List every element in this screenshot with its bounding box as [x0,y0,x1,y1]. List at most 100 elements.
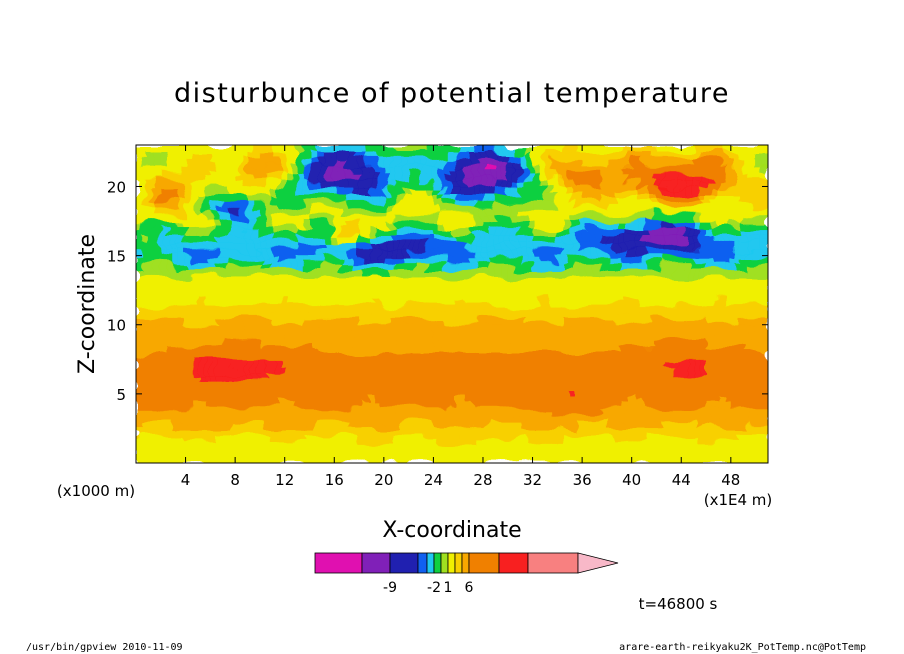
field-cell [266,380,273,388]
field-cell [278,428,286,436]
field-cell [253,435,261,443]
field-cell [513,421,521,430]
field-cell [737,241,744,250]
field-cell [408,310,416,319]
field-cell [501,297,509,305]
field-cell [594,331,602,340]
field-cell [755,345,763,353]
field-cell [179,200,187,208]
field-cell [495,262,503,271]
field-cell [675,400,682,409]
field-cell [290,414,298,423]
field-cell [427,241,435,250]
field-cell [321,158,329,167]
field-cell [718,145,726,153]
field-cell [575,283,583,291]
field-cell [396,304,404,312]
field-cell [693,407,701,416]
field-cell [532,393,540,402]
field-cell [588,248,596,257]
field-cell [290,276,298,284]
field-cell [266,200,273,208]
field-cell [259,400,267,409]
field-cell [390,393,397,402]
field-cell [390,234,397,243]
field-cell [706,331,713,340]
field-cell [743,304,751,312]
field-cell [359,449,366,457]
field-cell [482,186,490,194]
field-cell [575,310,583,319]
field-cell [532,297,540,305]
field-cell [675,345,682,353]
field-cell [761,421,768,430]
field-cell [352,158,360,167]
field-cell [513,214,521,222]
field-cell [408,255,416,264]
field-cell [321,269,329,277]
field-cell [501,158,509,167]
field-cell [445,400,453,409]
field-cell [247,380,255,388]
field-cell [315,186,323,194]
field-cell [575,207,583,215]
field-cell [346,255,354,264]
field-cell [160,359,168,367]
field-cell [439,172,447,181]
field-cell [421,449,428,457]
field-cell [482,366,490,374]
field-cell [321,373,329,381]
field-cell [142,179,149,188]
field-cell [644,221,651,229]
field-cell [470,331,478,340]
field-cell [191,186,199,194]
field-cell [637,380,645,388]
field-cell [402,393,410,402]
field-cell [253,186,261,194]
field-cell [458,186,465,194]
field-cell [452,414,459,423]
field-cell [191,373,199,381]
field-cell [439,400,447,409]
field-cell [476,407,484,416]
field-cell [365,290,373,298]
field-cell [228,442,236,450]
field-cell [216,366,224,374]
field-cell [340,421,348,430]
field-cell [309,407,317,416]
field-cell [582,352,589,360]
field-cell [346,186,354,194]
field-cell [309,241,317,250]
field-cell [464,352,472,360]
field-cell [309,428,317,436]
field-cell [656,359,664,367]
field-cell [148,352,156,360]
field-cell [148,179,156,188]
field-cell [743,193,751,201]
field-cell [427,380,435,388]
field-cell [538,207,546,215]
field-cell [197,207,205,215]
field-cell [315,234,323,243]
field-cell [712,234,720,243]
field-cell [179,435,187,443]
field-cell [526,310,534,319]
field-cell [563,269,571,277]
field-cell [433,186,441,194]
field-cell [303,359,311,367]
field-cell [427,393,435,402]
field-cell [414,207,422,215]
field-cell [563,345,571,353]
field-cell [315,352,323,360]
field-cell [693,400,701,409]
field-cell [136,373,143,381]
field-cell [359,227,366,236]
field-cell [557,207,565,215]
field-cell [166,380,174,388]
field-cell [210,234,218,243]
field-cell [290,352,298,360]
field-cell [402,269,410,277]
field-cell [402,449,410,457]
field-cell [210,359,218,367]
field-cell [557,248,565,257]
